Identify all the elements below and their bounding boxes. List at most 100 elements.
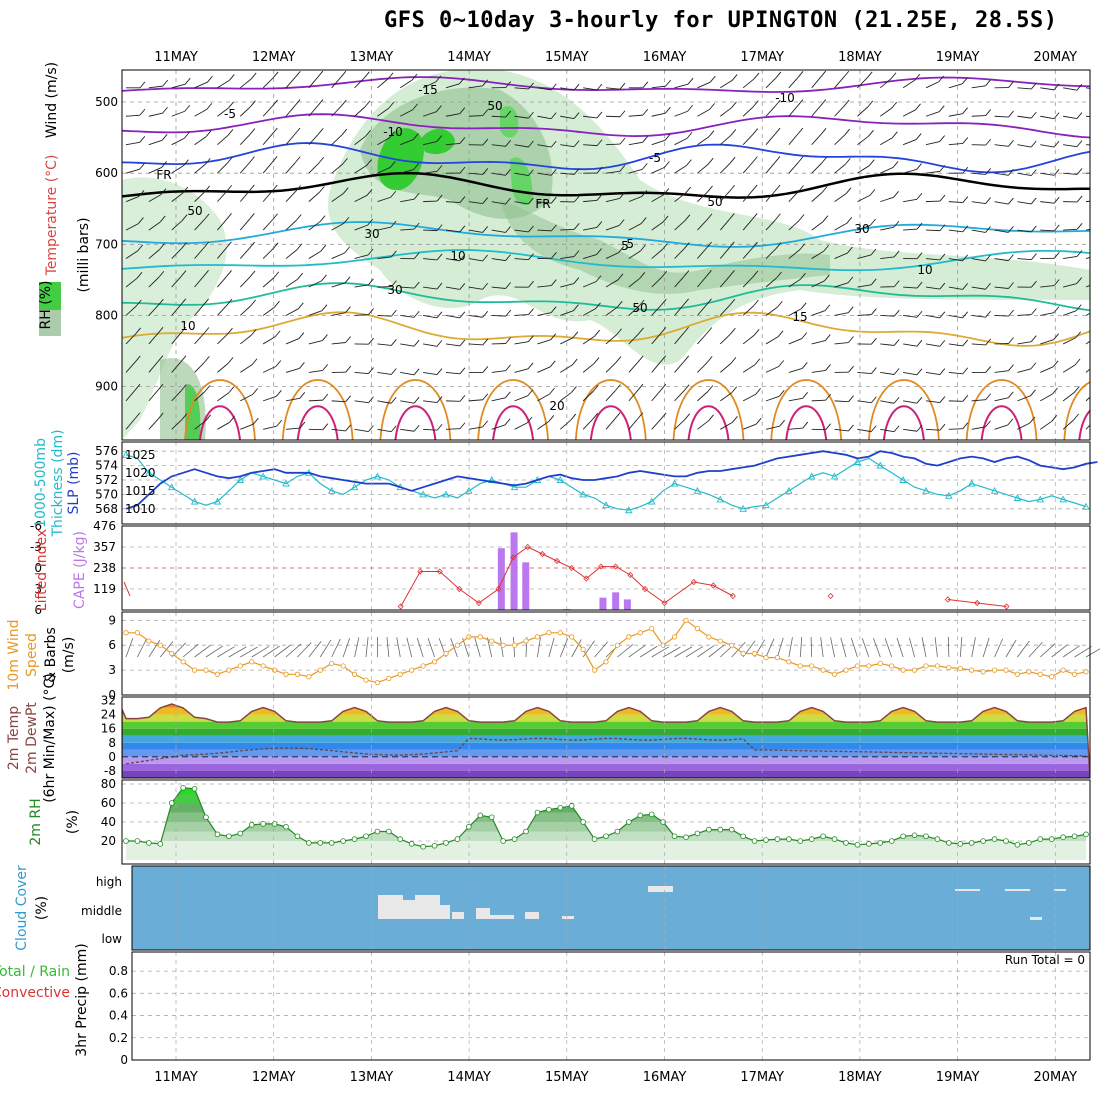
wind-barb	[651, 333, 662, 345]
wind-barb-flag	[505, 364, 511, 372]
wind-barb-flag	[1053, 169, 1060, 176]
lifted-marker	[539, 550, 546, 558]
wind-barb	[857, 165, 870, 174]
wind-marker	[706, 634, 712, 640]
contour-loop-magenta	[1078, 409, 1090, 440]
wind-barb-flag	[752, 156, 758, 163]
contour-label: 30	[854, 222, 869, 236]
wind-marker	[386, 675, 392, 682]
wind-barb-flag	[985, 310, 991, 318]
wind-barb-flag	[615, 356, 622, 363]
rh-marker	[694, 830, 701, 837]
wind-barb	[194, 81, 208, 89]
rh-marker	[546, 806, 552, 813]
wind-barb	[719, 162, 731, 174]
temp-band	[122, 721, 1090, 729]
wind-barb	[468, 343, 483, 346]
wind-barb	[1063, 256, 1078, 260]
wind-barb	[628, 418, 639, 430]
lifted-marker	[436, 568, 443, 575]
wind-barb	[674, 192, 686, 202]
wind-barb-flag	[985, 79, 991, 87]
wind-barb	[1017, 87, 1032, 90]
wind-barb	[148, 333, 159, 345]
wind-barb	[217, 162, 228, 174]
wind-barb	[262, 105, 273, 117]
wind-barb	[697, 219, 708, 231]
wind-barb	[285, 427, 300, 430]
wind-barb-flag	[1031, 253, 1037, 260]
wind-barb-flag	[435, 75, 442, 83]
wind-barb	[994, 424, 1008, 430]
wind-barb-flag	[436, 224, 443, 231]
wind-barb-flag	[207, 75, 213, 83]
ylabel-3hr-precip: 3hr Precip (mm)	[74, 943, 90, 1056]
wind-barb	[468, 286, 483, 290]
wind-marker	[1026, 669, 1032, 675]
wind-barb	[514, 172, 529, 177]
wind-barb-flag	[528, 225, 534, 233]
wind-barb-flag	[550, 83, 557, 91]
precip-y-tick: 0.6	[109, 986, 128, 1000]
wind-barb	[719, 333, 731, 345]
wind-barb-flag	[868, 129, 874, 137]
wind-barb	[857, 106, 869, 117]
wind-barb-10m	[909, 637, 915, 658]
wind-barb-10m	[697, 645, 715, 658]
wind-barb	[308, 280, 322, 288]
wind-marker	[249, 659, 255, 665]
rh-band	[126, 803, 1086, 813]
wind-barb-flag	[939, 224, 946, 231]
wind-barb-10m	[959, 637, 963, 658]
wind-marker	[889, 663, 895, 669]
wind-barb-flag	[985, 138, 992, 146]
wind-barb-10m	[921, 637, 927, 658]
wind-barb-10m	[342, 637, 351, 658]
wind-barb-10m	[850, 637, 858, 658]
cloud-block	[476, 908, 490, 919]
wind-barb	[239, 247, 250, 259]
cloud-block	[525, 912, 539, 919]
wind-barb	[720, 421, 733, 430]
wind-barb	[1017, 422, 1031, 430]
wind-barb	[880, 137, 893, 146]
wind-marker	[957, 665, 963, 672]
wind-barb	[377, 400, 392, 404]
wind-barb	[125, 418, 136, 430]
wind-barb-flag	[550, 306, 557, 313]
wind-barb-flag	[226, 241, 232, 249]
wind-barb-flag	[775, 242, 782, 250]
wind-barb-flag	[317, 128, 324, 135]
wind-barb	[674, 332, 684, 345]
wind-barb	[742, 364, 756, 373]
wind-barb	[194, 219, 205, 231]
wind-barb-flag	[573, 112, 580, 119]
wind-barb	[514, 201, 529, 205]
wind-barb	[468, 201, 483, 205]
wind-barb-flag	[731, 386, 738, 394]
wind-barb-flag	[1008, 197, 1014, 205]
wind-barb-flag	[206, 103, 213, 110]
wind-barb	[194, 191, 205, 202]
wind-barb	[331, 222, 345, 231]
wind-barb	[903, 168, 917, 174]
wind-barb	[400, 109, 413, 117]
wind-barb-flag	[436, 368, 443, 375]
wind-barb	[674, 165, 687, 174]
wind-barb	[628, 361, 639, 373]
wind-barb	[194, 333, 205, 345]
wind-barb	[651, 166, 665, 174]
wind-barb-flag	[596, 111, 603, 119]
wind-barb-10m	[1040, 643, 1056, 658]
wind-marker	[477, 634, 483, 640]
wind-barb	[1085, 312, 1090, 316]
wind-barb	[628, 389, 639, 402]
wind-barb	[148, 249, 160, 259]
ylabel-convective: Convective	[0, 985, 70, 1001]
wind-barb-flag	[549, 360, 556, 368]
wind-barb-flag	[157, 412, 164, 420]
thickness-marker	[190, 497, 199, 505]
wind-marker	[317, 667, 323, 673]
wind-barb	[514, 422, 528, 430]
wind-barb	[354, 194, 368, 203]
